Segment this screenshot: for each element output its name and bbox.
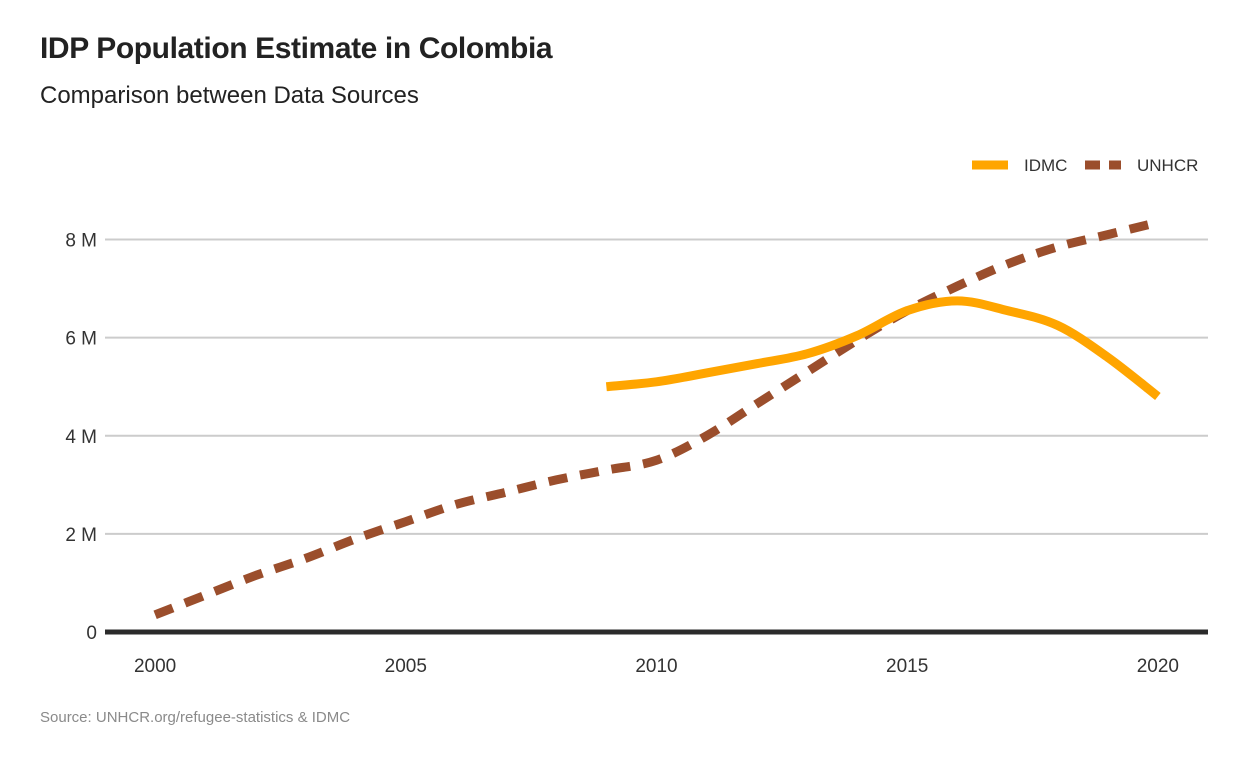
chart-subtitle: Comparison between Data Sources (40, 82, 419, 109)
chart-title: IDP Population Estimate in Colombia (40, 32, 553, 65)
legend-label-idmc: IDMC (1024, 156, 1067, 175)
y-tick-label: 0 (86, 623, 97, 644)
series-lines (153, 217, 1161, 620)
legend-label-unhcr: UNHCR (1137, 156, 1198, 175)
source-note: Source: UNHCR.org/refugee-statistics & I… (40, 709, 351, 726)
y-tick-label: 8 M (65, 231, 97, 252)
x-tick-label: 2010 (635, 656, 677, 677)
y-tick-label: 2 M (65, 525, 97, 546)
x-axis: 2000 2005 2010 2015 2020 (134, 656, 1179, 677)
series-line-unhcr (153, 217, 1159, 620)
grid-lines (105, 238, 1208, 535)
x-tick-label: 2020 (1137, 656, 1179, 677)
y-tick-label: 4 M (65, 427, 97, 448)
y-axis: 0 2 M 4 M 6 M 8 M (65, 231, 97, 644)
x-tick-label: 2015 (886, 656, 928, 677)
y-tick-label: 6 M (65, 329, 97, 350)
x-tick-label: 2000 (134, 656, 176, 677)
x-tick-label: 2005 (385, 656, 427, 677)
legend: IDMC UNHCR (972, 156, 1198, 175)
series-line-idmc (605, 296, 1161, 401)
